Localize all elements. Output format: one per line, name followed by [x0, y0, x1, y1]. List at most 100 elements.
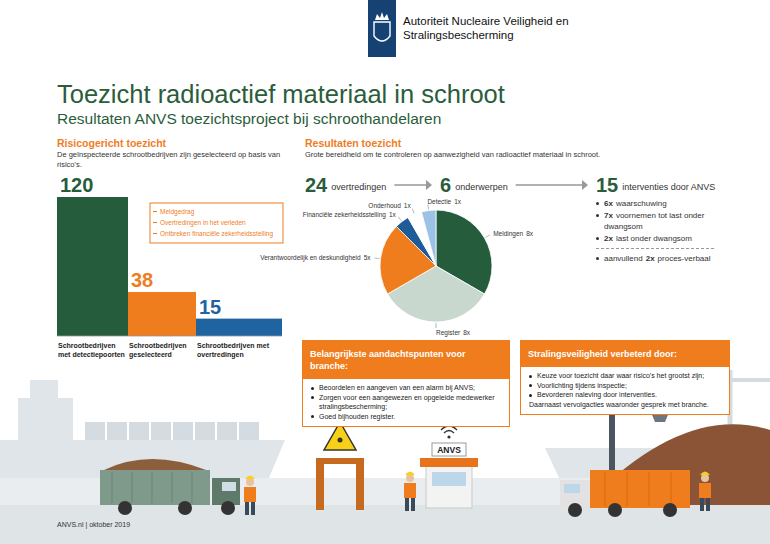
- booth: [426, 466, 472, 508]
- info-box-text: Voorlichting tijdens inspectie;: [537, 382, 627, 389]
- ship-bridge: [18, 398, 73, 440]
- worker-leg: [700, 498, 704, 511]
- flow-label: interventies door ANVS: [622, 182, 715, 192]
- slice-label: Register8x: [436, 329, 471, 337]
- flow-arrow: [516, 184, 584, 186]
- info-box-item: Zorgen voor een aangewezen en opgeleide …: [319, 393, 501, 412]
- intervention-item: 7xvoornemen tot last onder dwangsom: [604, 210, 722, 232]
- bullet: [596, 257, 599, 260]
- truck-rib: [192, 472, 193, 503]
- bullet: [596, 214, 599, 217]
- data-label: 1x: [454, 198, 462, 205]
- leader-line: [436, 323, 437, 328]
- bar: [196, 319, 282, 336]
- info-box-note: Daarnaast vervolgacties waaronder gespre…: [529, 400, 721, 410]
- annotation: Meldgedrag: [160, 208, 195, 216]
- worker-vest: [699, 483, 711, 498]
- slice-category: Verantwoordelijk en deskundigheid: [260, 254, 361, 262]
- leader-line: [427, 205, 429, 210]
- data-label: 5x: [364, 254, 372, 261]
- bullet: [311, 387, 314, 390]
- data-label: 38: [131, 269, 153, 291]
- annotation-box: [150, 203, 283, 243]
- wheel: [608, 503, 622, 517]
- worker-leg: [245, 502, 249, 515]
- interventions: 6xwaarschuwing 7xvoornemen tot last onder…: [604, 198, 722, 265]
- wheel: [663, 503, 677, 517]
- ship-bridge: [30, 380, 58, 398]
- truck-rib: [172, 472, 173, 503]
- flow-arrowhead: [582, 180, 588, 190]
- bullet: [529, 384, 532, 387]
- worker-vest: [244, 487, 256, 502]
- truck-cab: [212, 478, 240, 505]
- intervention-item: aanvullend2xproces-verbaal: [604, 253, 722, 264]
- slice-category: Register: [436, 329, 461, 337]
- intervention-text: waarschuwing: [616, 199, 667, 208]
- annotation-marker: [153, 233, 157, 234]
- wheel: [118, 501, 132, 515]
- flow-arrow: [394, 184, 428, 186]
- slice-label: Verantwoordelijk en deskundigheid5x: [260, 254, 371, 262]
- info-box-item: Voorlichting tijdens inspectie;: [537, 381, 721, 391]
- info-box-text: Zorgen voor een aangewezen en opgeleide …: [319, 394, 495, 411]
- container: [195, 422, 215, 440]
- worker-vest: [404, 483, 416, 498]
- truck-rib: [671, 472, 672, 506]
- axis-line: [57, 336, 282, 337]
- bullet: [529, 394, 532, 397]
- logo-crown: [375, 12, 389, 20]
- slice-label: Onderhoud1x: [368, 202, 411, 209]
- info-box-title: Stralingsveiligheid verbeterd door:: [520, 340, 730, 367]
- org-name: Autoriteit Nucleaire Veiligheid en: [403, 15, 569, 27]
- slice-label: Detectie1x: [427, 198, 461, 205]
- intervention-count: 2x: [604, 234, 613, 243]
- gate-beam: [316, 458, 364, 464]
- info-box-item: Beoordelen en aangeven van een alarm bij…: [319, 383, 501, 393]
- info-box-item: Keuze voor toezicht daar waar risico's h…: [537, 371, 721, 381]
- info-box-title: Belangrijkste aandachtspunten voor branc…: [302, 340, 510, 379]
- wheel: [568, 503, 582, 517]
- booth-label: ANVS: [437, 445, 461, 455]
- chart-subtitle: De geïnspecteerde schrootbedrijven zijn …: [57, 150, 292, 170]
- leader-line: [375, 257, 380, 259]
- flow-label: onderwerpen: [455, 182, 508, 192]
- canvas: ANVS Autoriteit Nucleaire Veiligheid en St…: [0, 0, 770, 544]
- intervention-count: 7x: [604, 211, 613, 220]
- worker-leg: [251, 502, 255, 515]
- slice-label: Meldingen8x: [493, 230, 534, 238]
- intervention-count: 6x: [604, 199, 613, 208]
- category-label: Schrootbedrijven met overtredingen: [197, 341, 280, 359]
- bullet: [596, 202, 599, 205]
- bar: [57, 197, 128, 336]
- data-label: 15: [199, 296, 221, 318]
- annotation-marker: [153, 222, 157, 223]
- container: [239, 422, 259, 440]
- pie: [380, 210, 492, 322]
- worker-head: [406, 474, 414, 482]
- truck-container: [590, 470, 690, 508]
- category-label: Schrootbedrijven geselecteerd: [129, 341, 194, 359]
- page-subtitle: Resultaten ANVS toezichtsproject bij sch…: [57, 110, 441, 127]
- slice-category: Onderhoud: [368, 202, 401, 209]
- truck-rib: [605, 472, 606, 506]
- radiation-sign: [338, 438, 343, 443]
- flow-number: 24: [305, 174, 328, 196]
- chart-title: Risicogericht toezicht: [57, 137, 167, 149]
- worker: [404, 472, 416, 512]
- leader-line: [398, 217, 401, 221]
- worker: [244, 476, 256, 516]
- wifi-icon: [444, 431, 454, 434]
- leader-line: [485, 235, 489, 238]
- slice-category: Meldingen: [493, 230, 523, 238]
- ground: [0, 505, 770, 544]
- info-box-text: Beoordelen en aangeven van een alarm bij…: [319, 384, 475, 391]
- category-label: Schrootbedrijven met detectiepoorten: [58, 341, 126, 359]
- truck-rib: [152, 472, 153, 503]
- flow-label: overtredingen: [331, 182, 386, 192]
- truck-rib: [649, 472, 650, 506]
- bullet: [311, 396, 314, 399]
- truck-window: [222, 482, 236, 491]
- data-label: 120: [60, 174, 93, 196]
- worker-leg: [706, 498, 710, 511]
